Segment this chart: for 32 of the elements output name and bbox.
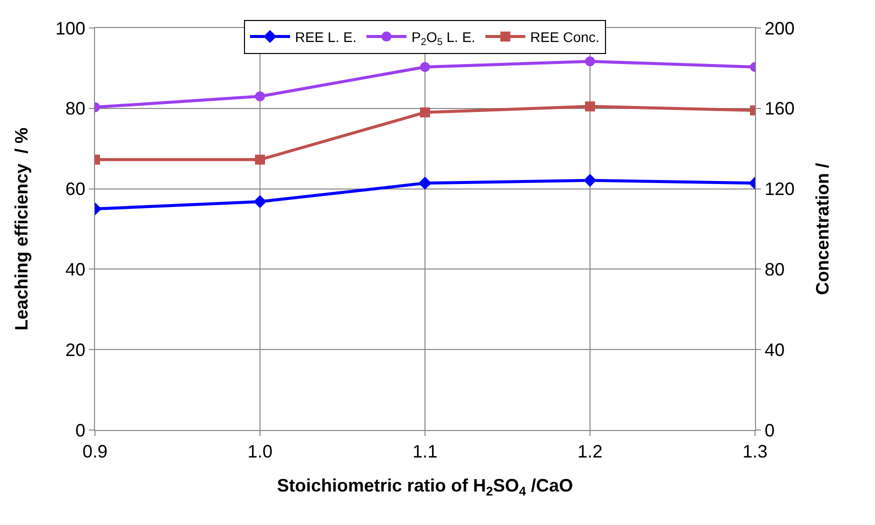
point <box>420 62 430 72</box>
y-tick-label: 40 <box>65 260 86 280</box>
y-axis-title: Leaching efficiency / % <box>12 127 32 331</box>
point <box>255 91 265 102</box>
legend-label: REE Conc. <box>530 29 600 46</box>
y-tick-label: 60 <box>65 179 86 200</box>
point <box>254 195 266 208</box>
y2-tick-label: 120 <box>764 179 795 200</box>
y2-tick-label: 80 <box>764 260 785 280</box>
x-tick-label: 1.3 <box>742 442 768 462</box>
point <box>585 56 595 66</box>
x-tick-label: 1.2 <box>577 442 603 462</box>
y-tick-label: 80 <box>65 98 86 119</box>
y-tick-label: 0 <box>75 420 86 440</box>
y-tick-label: 100 <box>55 18 86 38</box>
x-tick-label: 0.9 <box>82 442 108 462</box>
y2-axis-title: Concentration / <box>812 162 833 296</box>
legend-label: REE L. E. <box>295 29 356 46</box>
x-tick-label: 1.0 <box>247 442 273 462</box>
point <box>420 107 430 118</box>
legend-label: P$_{2}$O$_{5}$ L. E. <box>411 29 476 48</box>
y2-tick-label: 200 <box>764 18 795 38</box>
y2-tick-label: 0 <box>764 420 775 440</box>
point <box>584 174 596 187</box>
point <box>255 154 265 165</box>
y2-tick-label: 40 <box>764 340 785 360</box>
y2-tick-label: 160 <box>764 98 795 119</box>
x-tick-label: 1.1 <box>412 442 438 462</box>
point <box>418 176 432 190</box>
x-axis-title: Stoichiometric ratio of H$_{2}$SO$_{4}$ /CaO <box>276 476 574 498</box>
point <box>585 101 595 112</box>
y-tick-label: 20 <box>65 340 86 360</box>
